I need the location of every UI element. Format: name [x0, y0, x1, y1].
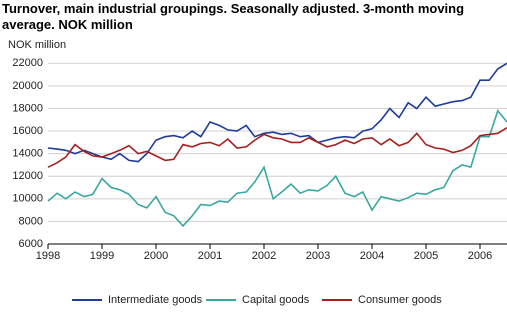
legend-label: Consumer goods — [358, 294, 442, 306]
x-tick-label: 1999 — [90, 250, 114, 262]
y-tick-label: 10000 — [12, 193, 43, 205]
legend-label: Capital goods — [242, 294, 310, 306]
x-tick-label: 2006 — [468, 250, 492, 262]
y-tick-label: 18000 — [12, 102, 43, 114]
y-tick-label: 6000 — [19, 238, 43, 250]
x-tick-label: 2004 — [360, 250, 384, 262]
x-tick-label: 2002 — [252, 250, 276, 262]
x-tick-label: 2000 — [144, 250, 168, 262]
x-tick-label: 2005 — [414, 250, 438, 262]
y-tick-label: 20000 — [12, 80, 43, 92]
y-tick-label: 14000 — [12, 148, 43, 160]
legend-label: Intermediate goods — [108, 294, 203, 306]
data-line — [47, 62, 507, 163]
data-line — [47, 127, 507, 168]
x-tick-label: 2001 — [198, 250, 222, 262]
y-tick-label: 12000 — [12, 170, 43, 182]
y-tick-label: 16000 — [12, 125, 43, 137]
x-tick-label: 2003 — [306, 250, 330, 262]
y-tick-label: 8000 — [19, 215, 43, 227]
chart-title: Turnover, main industrial groupings. Sea… — [2, 1, 465, 32]
y-axis-label: NOK million — [8, 39, 66, 51]
data-line — [47, 109, 507, 228]
x-tick-label: 1998 — [36, 250, 60, 262]
y-tick-label: 22000 — [12, 57, 43, 69]
